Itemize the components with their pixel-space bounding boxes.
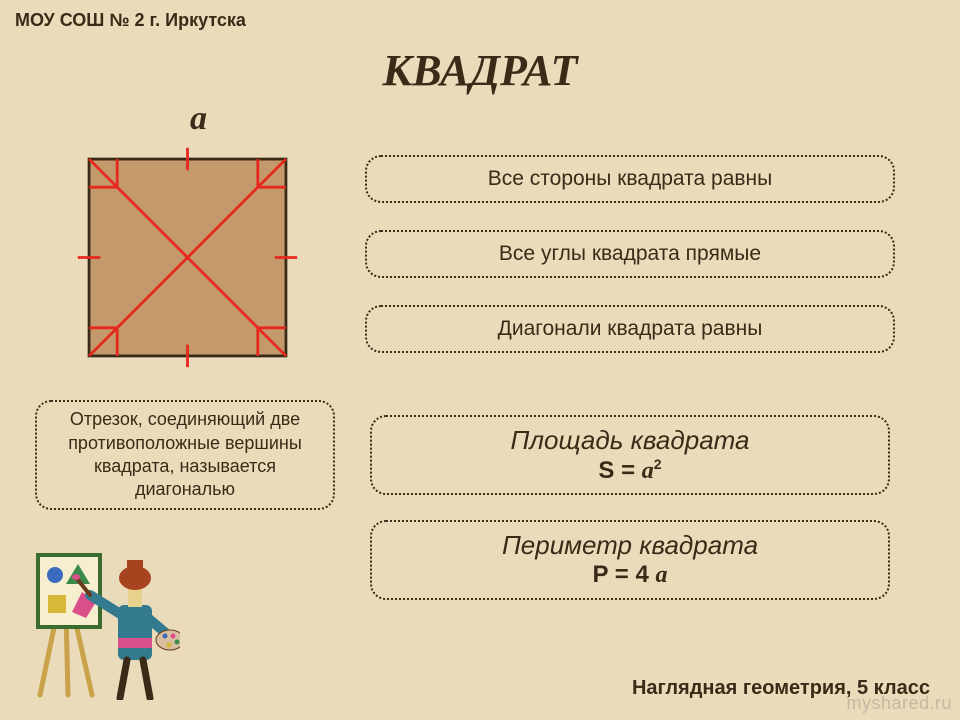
watermark: myshared.ru bbox=[846, 693, 952, 714]
property-angles-right: Все углы квадрата прямые bbox=[365, 230, 895, 278]
perimeter-label: Периметр квадрата bbox=[502, 530, 758, 561]
diagonal-definition: Отрезок, соединяющий две противоположные… bbox=[35, 400, 335, 510]
perimeter-var: a bbox=[655, 562, 667, 588]
area-var: a bbox=[642, 458, 654, 484]
area-label: Площадь квадрата bbox=[511, 425, 750, 456]
side-label-a: a bbox=[190, 100, 207, 138]
school-header: МОУ СОШ № 2 г. Иркутска bbox=[15, 10, 246, 31]
perimeter-formula: P = 4 a bbox=[593, 561, 668, 590]
area-formula-prefix: S = bbox=[598, 457, 641, 484]
artist-clipart bbox=[30, 540, 180, 700]
perimeter-formula-prefix: P = 4 bbox=[593, 561, 656, 588]
page-title: КВАДРАТ bbox=[0, 45, 960, 96]
area-exponent: 2 bbox=[654, 456, 662, 472]
area-box: Площадь квадрата S = a2 bbox=[370, 415, 890, 495]
area-formula: S = a2 bbox=[598, 456, 661, 486]
square-diagram bbox=[75, 145, 300, 370]
perimeter-box: Периметр квадрата P = 4 a bbox=[370, 520, 890, 600]
property-sides-equal: Все стороны квадрата равны bbox=[365, 155, 895, 203]
property-diagonals-equal: Диагонали квадрата равны bbox=[365, 305, 895, 353]
